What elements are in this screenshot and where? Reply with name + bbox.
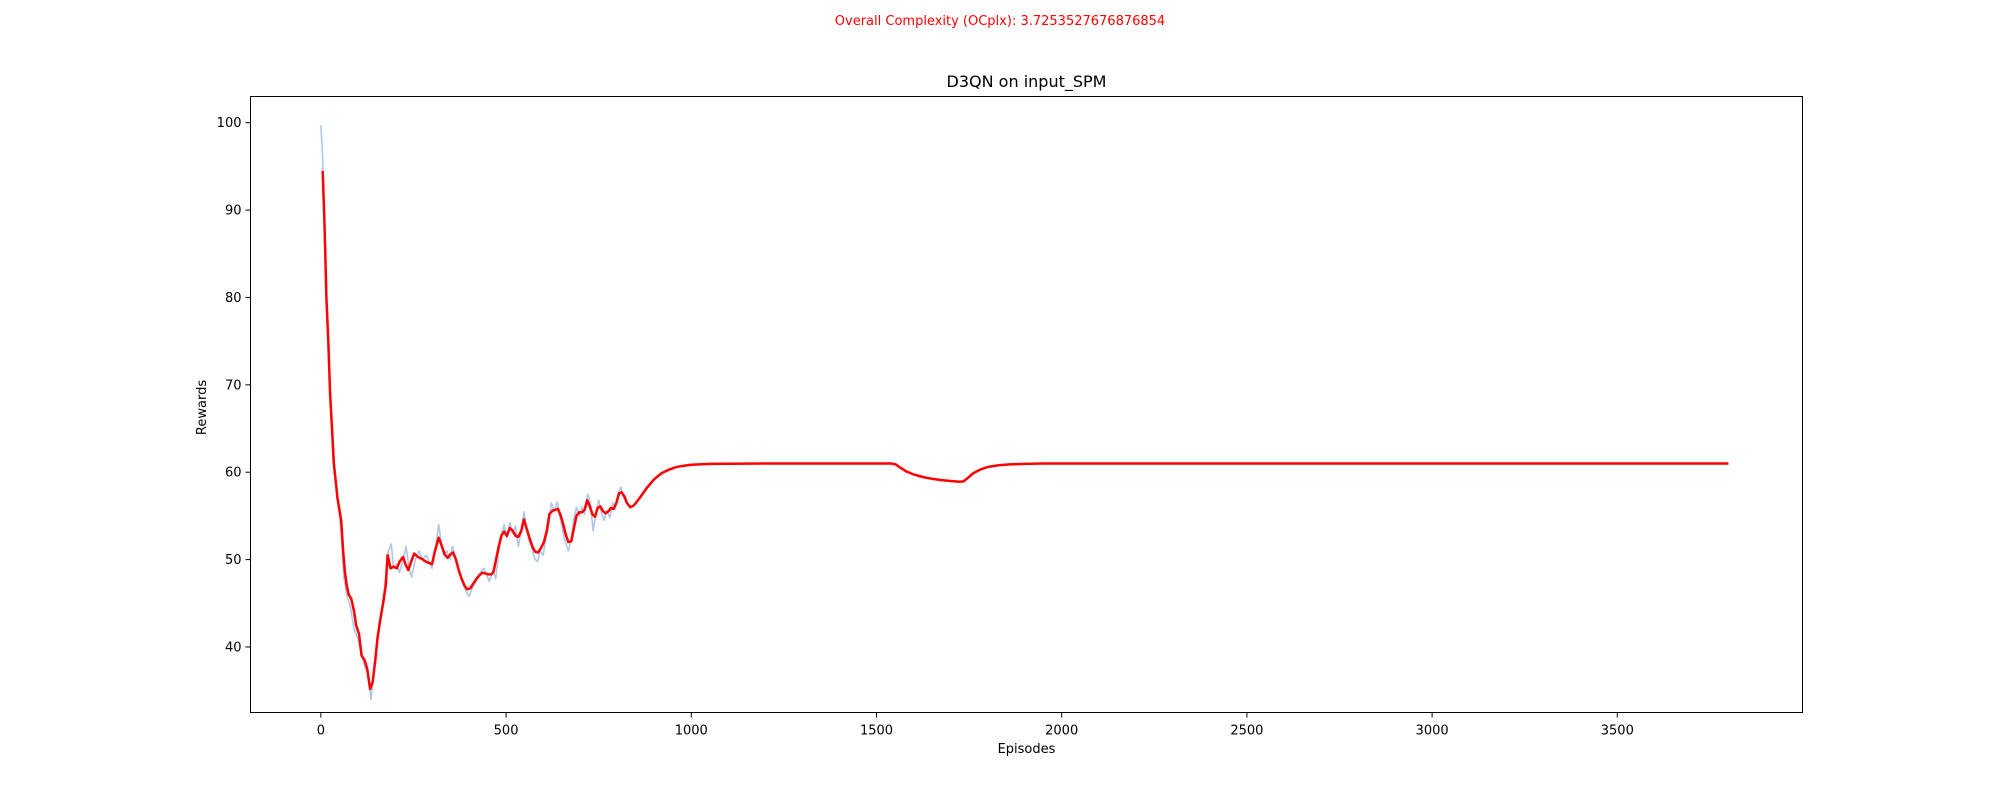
y-tick-label: 70	[225, 378, 242, 393]
x-axis-label: Episodes	[998, 742, 1056, 757]
y-tick-label: 80	[225, 291, 242, 306]
x-tick-label: 500	[494, 724, 519, 739]
plot-frame	[250, 96, 1803, 713]
x-tick-label: 1000	[675, 724, 708, 739]
smoothed-reward-line	[321, 170, 1729, 691]
x-tick-label: 0	[317, 724, 325, 739]
y-tick-label: 100	[217, 116, 242, 131]
x-tick-label: 2500	[1230, 724, 1263, 739]
y-tick-label: 90	[225, 204, 242, 219]
plot-area	[320, 125, 1729, 701]
chart-title: D3QN on input_SPM	[947, 72, 1107, 92]
x-tick-label: 1500	[860, 724, 893, 739]
chart-suptitle: Overall Complexity (OCplx): 3.7253527676…	[834, 14, 1166, 29]
x-tick-label: 3000	[1416, 724, 1449, 739]
y-axis-label: Rewards	[195, 380, 210, 435]
y-axis: 40 50 60 70 80 90 100	[217, 116, 251, 655]
y-tick-label: 40	[225, 640, 242, 655]
raw-reward-line	[320, 125, 628, 701]
y-tick-label: 60	[225, 466, 242, 481]
x-axis: 0 500 1000 1500 2000 2500 3000 3500	[317, 712, 1634, 739]
x-tick-label: 3500	[1601, 724, 1634, 739]
x-tick-label: 2000	[1045, 724, 1078, 739]
y-tick-label: 50	[225, 553, 242, 568]
